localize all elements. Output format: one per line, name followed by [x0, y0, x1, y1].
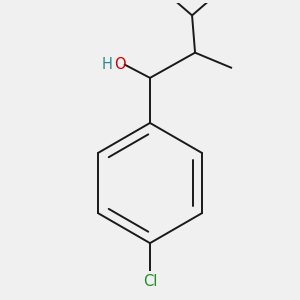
Text: O: O: [114, 57, 126, 72]
Text: H: H: [102, 57, 113, 72]
Text: Cl: Cl: [143, 274, 157, 289]
